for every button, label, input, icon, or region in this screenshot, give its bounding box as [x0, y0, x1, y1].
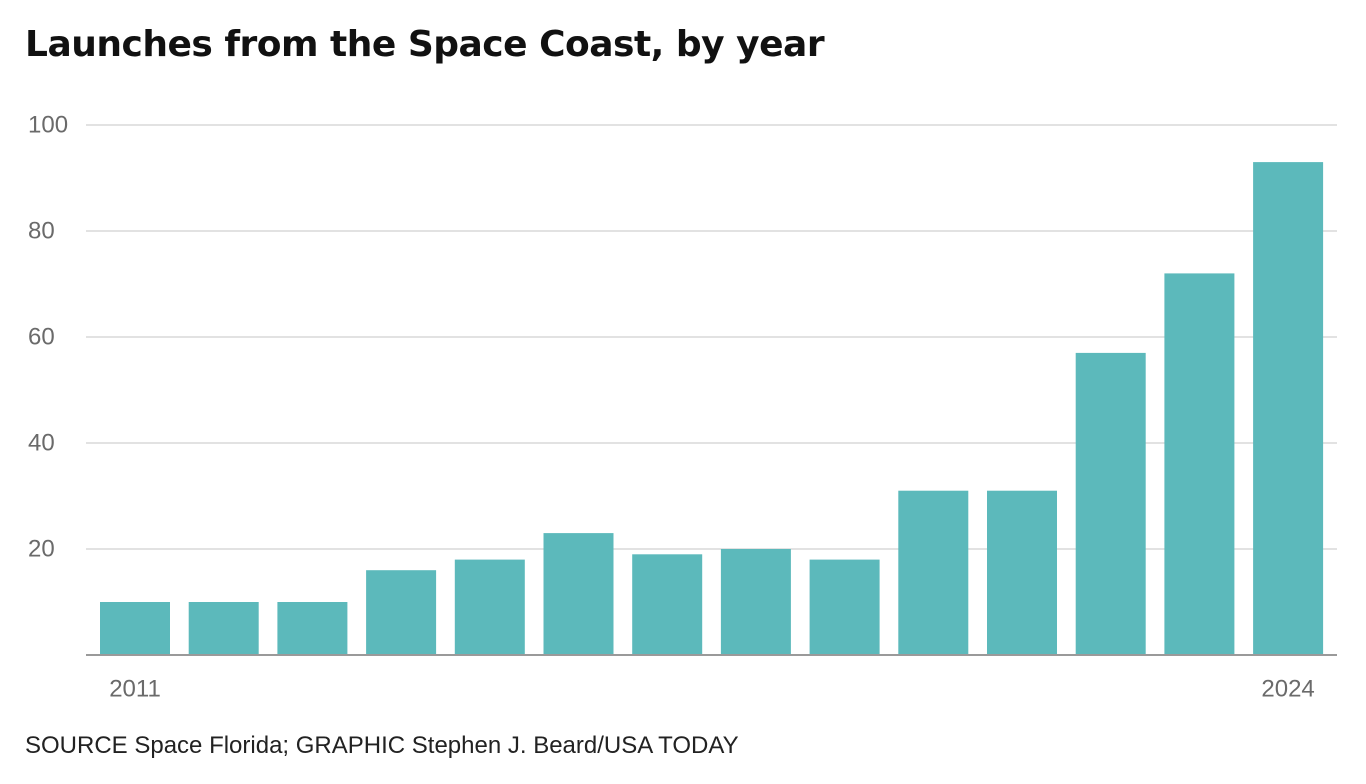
- x-tick-label-2011: 2011: [109, 676, 161, 703]
- bar-2019: [809, 559, 880, 655]
- bar-2021: [987, 490, 1057, 655]
- bar-2012: [188, 602, 259, 655]
- bar-2023: [1164, 273, 1235, 655]
- x-tick-label-2024: 2024: [1261, 676, 1314, 703]
- source-note: SOURCE Space Florida; GRAPHIC Stephen J.…: [25, 732, 739, 759]
- bar-2015: [454, 559, 525, 655]
- bar-2017: [632, 554, 703, 655]
- bar-2018: [720, 549, 791, 655]
- bar-2016: [543, 533, 614, 655]
- bar-2024: [1253, 162, 1324, 655]
- chart-title: Launches from the Space Coast, by year: [25, 24, 825, 65]
- y-axis-tick-labels: 20 40 60 80 100: [28, 112, 68, 563]
- y-tick-label-20: 20: [28, 536, 55, 563]
- y-tick-label-40: 40: [28, 430, 55, 457]
- y-tick-label-60: 60: [28, 324, 55, 351]
- bars: [100, 162, 1324, 655]
- y-tick-label-100: 100: [28, 112, 68, 139]
- bar-2013: [277, 602, 348, 655]
- x-axis-tick-labels: 2011 2024: [109, 676, 1315, 703]
- bar-2014: [366, 570, 437, 655]
- bar-2022: [1075, 352, 1146, 655]
- gridlines: [86, 124, 1337, 550]
- bar-2011: [100, 602, 170, 655]
- y-tick-label-80: 80: [28, 218, 55, 245]
- bar-2020: [898, 490, 969, 655]
